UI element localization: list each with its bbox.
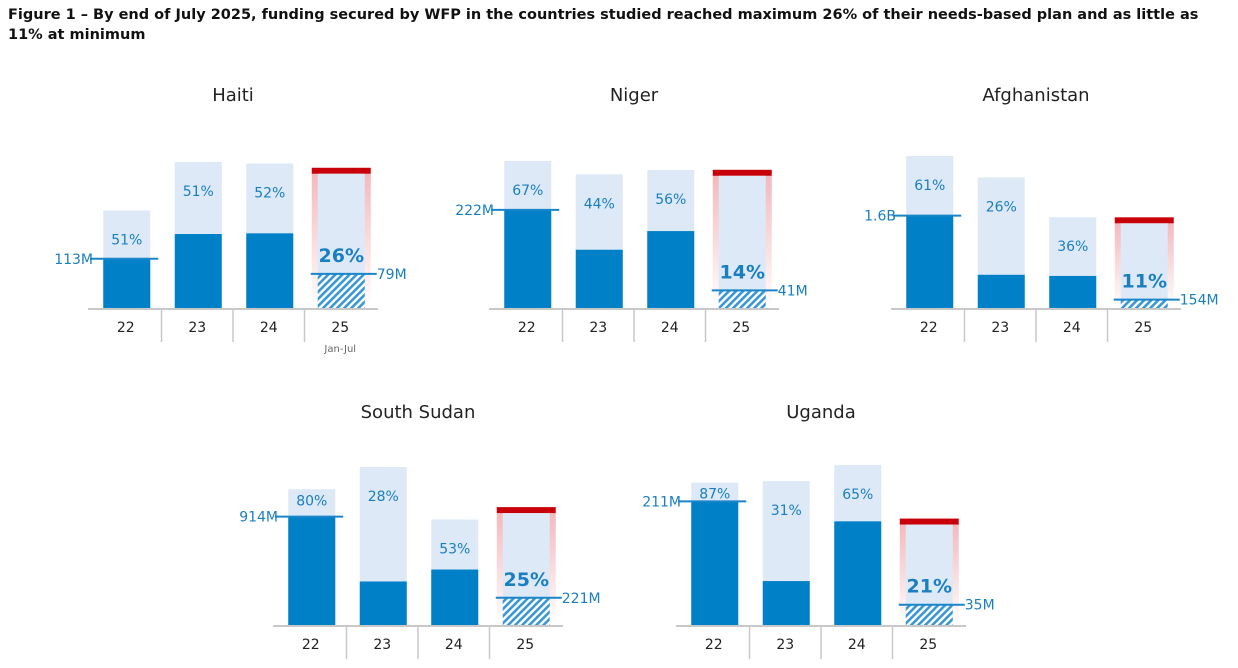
- pct-label: 28%: [368, 489, 399, 505]
- panel-title: Haiti: [212, 85, 254, 106]
- figure-title: Figure 1 – By end of July 2025, funding …: [8, 7, 1199, 43]
- highlight-cap: [899, 518, 959, 525]
- panel-title: South Sudan: [361, 402, 476, 423]
- pct-label: 31%: [771, 503, 802, 519]
- funded-bar: [977, 274, 1025, 309]
- highlight-cap: [311, 167, 371, 174]
- x-tick-label: 25: [919, 637, 937, 653]
- funded-bar: [575, 249, 623, 309]
- x-tick-label: 23: [373, 637, 391, 653]
- panel-afghanistan: Afghanistan 61% 22 1.6B 26% 23 36% 24 11% 25 154M: [864, 85, 1219, 342]
- pct-label: 65%: [842, 487, 873, 503]
- x-tick-label: 24: [260, 320, 278, 336]
- pct-label: 14%: [720, 261, 765, 283]
- panel-uganda: Uganda 87% 22 211M 31% 23 65% 24 21% 25 35M: [642, 402, 995, 659]
- pct-label: 52%: [254, 185, 285, 201]
- pct-label: 26%: [319, 245, 364, 267]
- funded-bar: [691, 501, 739, 626]
- funded-bar: [762, 581, 810, 626]
- funded-bar: [103, 258, 151, 309]
- x-tick-label: 22: [705, 637, 723, 653]
- pct-label: 80%: [296, 493, 327, 509]
- panel-title: Uganda: [786, 402, 856, 423]
- funded-bar: [834, 521, 882, 626]
- funded-bar-partial: [718, 290, 766, 309]
- pct-label: 53%: [439, 541, 470, 557]
- x-tick-label: 24: [661, 320, 679, 336]
- pct-label: 25%: [504, 569, 549, 591]
- funded-bar: [504, 209, 552, 309]
- funded-bar-partial: [1120, 299, 1168, 309]
- panel-title: Afghanistan: [982, 85, 1089, 106]
- panel-south-sudan: South Sudan 80% 22 914M 28% 23 53% 24 25% 25 221M: [239, 402, 601, 659]
- pct-label: 11%: [1122, 271, 1167, 293]
- pct-label: 44%: [584, 196, 615, 212]
- x-tick-sublabel: Jan-Jul: [323, 344, 356, 355]
- x-tick-label: 23: [776, 637, 794, 653]
- panel-haiti: Haiti 51% 22 113M 51% 23 52% 24 26% 25 Jan-Jul 79M: [54, 85, 406, 355]
- highlight-cap: [1114, 217, 1174, 224]
- pct-label: 26%: [986, 199, 1017, 215]
- amount-label: 79M: [377, 267, 407, 283]
- pct-label: 87%: [699, 487, 730, 503]
- funded-bar-partial: [502, 597, 550, 626]
- amount-label: 1.6B: [864, 209, 896, 225]
- x-tick-label: 24: [445, 637, 463, 653]
- x-tick-label: 23: [991, 320, 1009, 336]
- amount-label: 222M: [455, 203, 494, 219]
- amount-label: 154M: [1180, 293, 1219, 309]
- funded-bar-partial: [905, 604, 953, 626]
- needs-bar: [718, 175, 766, 309]
- x-tick-label: 24: [848, 637, 866, 653]
- x-tick-label: 24: [1063, 320, 1081, 336]
- highlight-cap: [496, 507, 556, 514]
- x-tick-label: 22: [920, 320, 938, 336]
- pct-label: 61%: [914, 178, 945, 194]
- amount-label: 113M: [54, 252, 93, 268]
- needs-bar: [1120, 223, 1168, 309]
- x-tick-label: 25: [516, 637, 534, 653]
- amount-label: 211M: [642, 494, 681, 510]
- pct-label: 36%: [1057, 239, 1088, 255]
- funded-bar: [647, 231, 695, 309]
- panel-niger: Niger 67% 22 222M 44% 23 56% 24 14% 25 41M: [455, 85, 808, 342]
- amount-label: 35M: [965, 598, 995, 614]
- x-tick-label: 22: [117, 320, 135, 336]
- pct-label: 67%: [512, 183, 543, 199]
- pct-label: 51%: [111, 233, 142, 249]
- funded-bar: [431, 569, 479, 626]
- pct-label: 51%: [183, 184, 214, 200]
- pct-label: 21%: [907, 576, 952, 598]
- funded-bar: [174, 234, 222, 309]
- x-tick-label: 25: [732, 320, 750, 336]
- funded-bar: [288, 516, 336, 626]
- funded-bar: [906, 215, 954, 309]
- x-tick-label: 22: [518, 320, 536, 336]
- funded-bar: [1049, 275, 1097, 309]
- x-tick-label: 22: [302, 637, 320, 653]
- x-tick-label: 25: [1134, 320, 1152, 336]
- funded-bar-partial: [317, 273, 365, 309]
- pct-label: 56%: [655, 192, 686, 208]
- x-tick-label: 25: [331, 320, 349, 336]
- panel-title: Niger: [610, 85, 659, 106]
- amount-label: 41M: [778, 283, 808, 299]
- funded-bar: [246, 233, 294, 309]
- amount-label: 221M: [562, 591, 601, 607]
- highlight-cap: [712, 169, 772, 176]
- x-tick-label: 23: [589, 320, 607, 336]
- x-tick-label: 23: [188, 320, 206, 336]
- amount-label: 914M: [239, 510, 278, 526]
- funded-bar: [359, 581, 407, 626]
